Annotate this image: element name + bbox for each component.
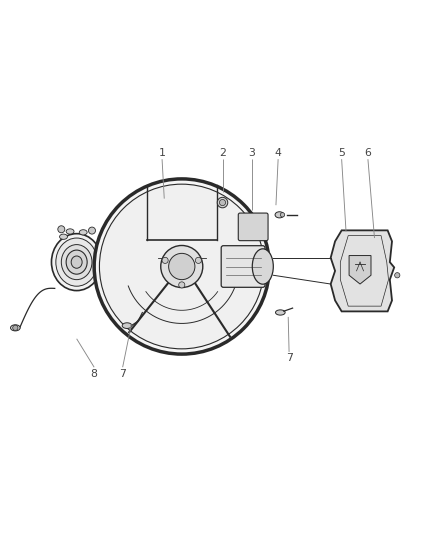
Text: 7: 7: [119, 369, 126, 379]
Polygon shape: [349, 255, 371, 284]
Text: 2: 2: [219, 148, 226, 158]
Ellipse shape: [79, 230, 87, 235]
Circle shape: [280, 213, 285, 217]
Ellipse shape: [252, 249, 273, 284]
Text: 7: 7: [286, 353, 293, 364]
Ellipse shape: [276, 310, 285, 315]
Text: 4: 4: [275, 148, 282, 158]
Ellipse shape: [11, 325, 20, 331]
FancyBboxPatch shape: [221, 246, 265, 287]
Ellipse shape: [56, 238, 97, 286]
Text: 3: 3: [248, 148, 255, 158]
Text: 1: 1: [159, 148, 166, 158]
Circle shape: [58, 226, 65, 233]
Polygon shape: [331, 230, 394, 311]
Circle shape: [162, 257, 168, 263]
Circle shape: [195, 257, 201, 263]
Circle shape: [179, 282, 185, 288]
Ellipse shape: [122, 323, 132, 328]
Circle shape: [88, 227, 95, 234]
Circle shape: [13, 325, 18, 330]
Circle shape: [161, 246, 203, 287]
Text: 8: 8: [91, 369, 98, 379]
Circle shape: [217, 197, 228, 208]
Text: 5: 5: [338, 148, 345, 158]
Ellipse shape: [275, 212, 284, 218]
Circle shape: [169, 253, 195, 280]
Ellipse shape: [51, 233, 102, 290]
Circle shape: [94, 179, 269, 354]
Text: 6: 6: [364, 148, 371, 158]
Ellipse shape: [60, 234, 67, 239]
Ellipse shape: [66, 250, 87, 274]
Circle shape: [99, 184, 264, 349]
Ellipse shape: [61, 245, 92, 280]
Circle shape: [395, 273, 400, 278]
Ellipse shape: [66, 229, 74, 234]
FancyBboxPatch shape: [238, 213, 268, 241]
Circle shape: [219, 199, 226, 206]
Ellipse shape: [71, 256, 82, 268]
